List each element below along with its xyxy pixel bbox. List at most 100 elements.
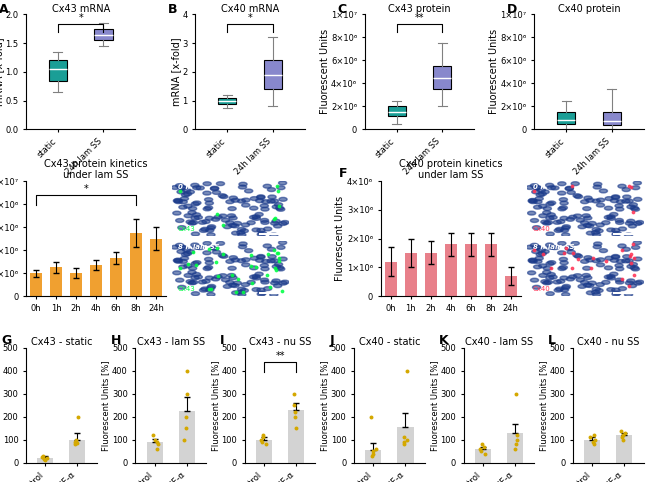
Circle shape	[528, 271, 536, 275]
Circle shape	[625, 293, 632, 296]
Title: Cx43 - lam SS: Cx43 - lam SS	[136, 337, 205, 347]
Point	[274, 202, 285, 210]
Circle shape	[187, 190, 194, 194]
Circle shape	[211, 217, 220, 221]
Circle shape	[615, 278, 623, 282]
Circle shape	[242, 198, 250, 202]
Circle shape	[625, 199, 633, 203]
Bar	[584, 440, 600, 463]
Circle shape	[593, 245, 601, 249]
Point	[233, 275, 243, 283]
Circle shape	[257, 196, 265, 200]
Circle shape	[562, 293, 570, 296]
Point	[477, 441, 488, 448]
Circle shape	[262, 200, 270, 203]
Point	[511, 390, 521, 398]
Circle shape	[622, 259, 630, 263]
Circle shape	[565, 187, 573, 191]
Circle shape	[196, 246, 204, 250]
Point	[628, 209, 638, 216]
Circle shape	[226, 259, 234, 263]
Circle shape	[252, 216, 261, 220]
Point	[261, 441, 272, 448]
Circle shape	[252, 228, 260, 232]
Point	[617, 246, 627, 254]
Circle shape	[277, 245, 285, 249]
Circle shape	[566, 186, 573, 190]
Circle shape	[622, 247, 630, 251]
Circle shape	[566, 217, 575, 221]
Title: Cx40 - nu SS: Cx40 - nu SS	[577, 337, 640, 347]
PathPatch shape	[387, 107, 406, 116]
Circle shape	[582, 214, 590, 218]
Circle shape	[534, 259, 542, 263]
Circle shape	[272, 265, 280, 268]
Circle shape	[607, 215, 615, 219]
Circle shape	[200, 228, 207, 232]
Y-axis label: Fluorescent Units [%]: Fluorescent Units [%]	[211, 360, 220, 451]
Circle shape	[174, 259, 183, 263]
Circle shape	[257, 254, 265, 258]
Title: Cx40 mRNA: Cx40 mRNA	[221, 4, 279, 13]
Circle shape	[188, 267, 197, 270]
Title: Cx40 - lam SS: Cx40 - lam SS	[465, 337, 533, 347]
Circle shape	[194, 215, 202, 219]
Point	[70, 441, 80, 448]
Circle shape	[193, 261, 201, 265]
Circle shape	[228, 267, 236, 270]
Point	[250, 264, 261, 271]
Circle shape	[636, 220, 643, 225]
Point	[203, 285, 214, 293]
Circle shape	[191, 276, 199, 280]
Circle shape	[227, 273, 235, 277]
Circle shape	[229, 196, 237, 200]
Text: Cx43: Cx43	[178, 286, 196, 292]
Circle shape	[205, 257, 213, 261]
Circle shape	[571, 241, 579, 245]
Circle shape	[551, 246, 559, 250]
Circle shape	[541, 220, 549, 224]
Circle shape	[214, 215, 222, 219]
Point	[246, 279, 257, 286]
Circle shape	[634, 281, 642, 285]
Circle shape	[188, 211, 196, 214]
Circle shape	[188, 281, 196, 285]
Circle shape	[261, 218, 268, 222]
Circle shape	[179, 200, 187, 204]
Circle shape	[205, 261, 213, 265]
Circle shape	[547, 213, 555, 217]
Circle shape	[227, 214, 235, 218]
Point	[368, 450, 378, 457]
Point	[625, 253, 635, 260]
Circle shape	[278, 181, 287, 185]
Point	[629, 271, 639, 279]
Circle shape	[625, 233, 632, 237]
Circle shape	[224, 284, 231, 288]
Circle shape	[623, 254, 631, 258]
Text: *: *	[78, 13, 83, 23]
Circle shape	[203, 182, 211, 186]
Circle shape	[242, 258, 250, 262]
Circle shape	[559, 257, 567, 261]
Circle shape	[205, 288, 214, 292]
Circle shape	[633, 241, 642, 244]
Circle shape	[176, 243, 184, 247]
Circle shape	[277, 186, 285, 190]
Circle shape	[586, 283, 593, 287]
Circle shape	[597, 263, 604, 267]
Point	[183, 260, 194, 268]
Circle shape	[207, 225, 216, 228]
Circle shape	[575, 254, 582, 258]
Circle shape	[205, 216, 213, 220]
Point	[617, 434, 627, 442]
Circle shape	[184, 204, 192, 208]
Circle shape	[203, 207, 211, 211]
Circle shape	[267, 259, 275, 263]
Circle shape	[588, 281, 596, 285]
Circle shape	[534, 205, 541, 209]
Circle shape	[252, 288, 260, 292]
Circle shape	[562, 233, 570, 237]
Circle shape	[272, 219, 280, 223]
Circle shape	[255, 213, 263, 216]
Point	[270, 214, 281, 222]
